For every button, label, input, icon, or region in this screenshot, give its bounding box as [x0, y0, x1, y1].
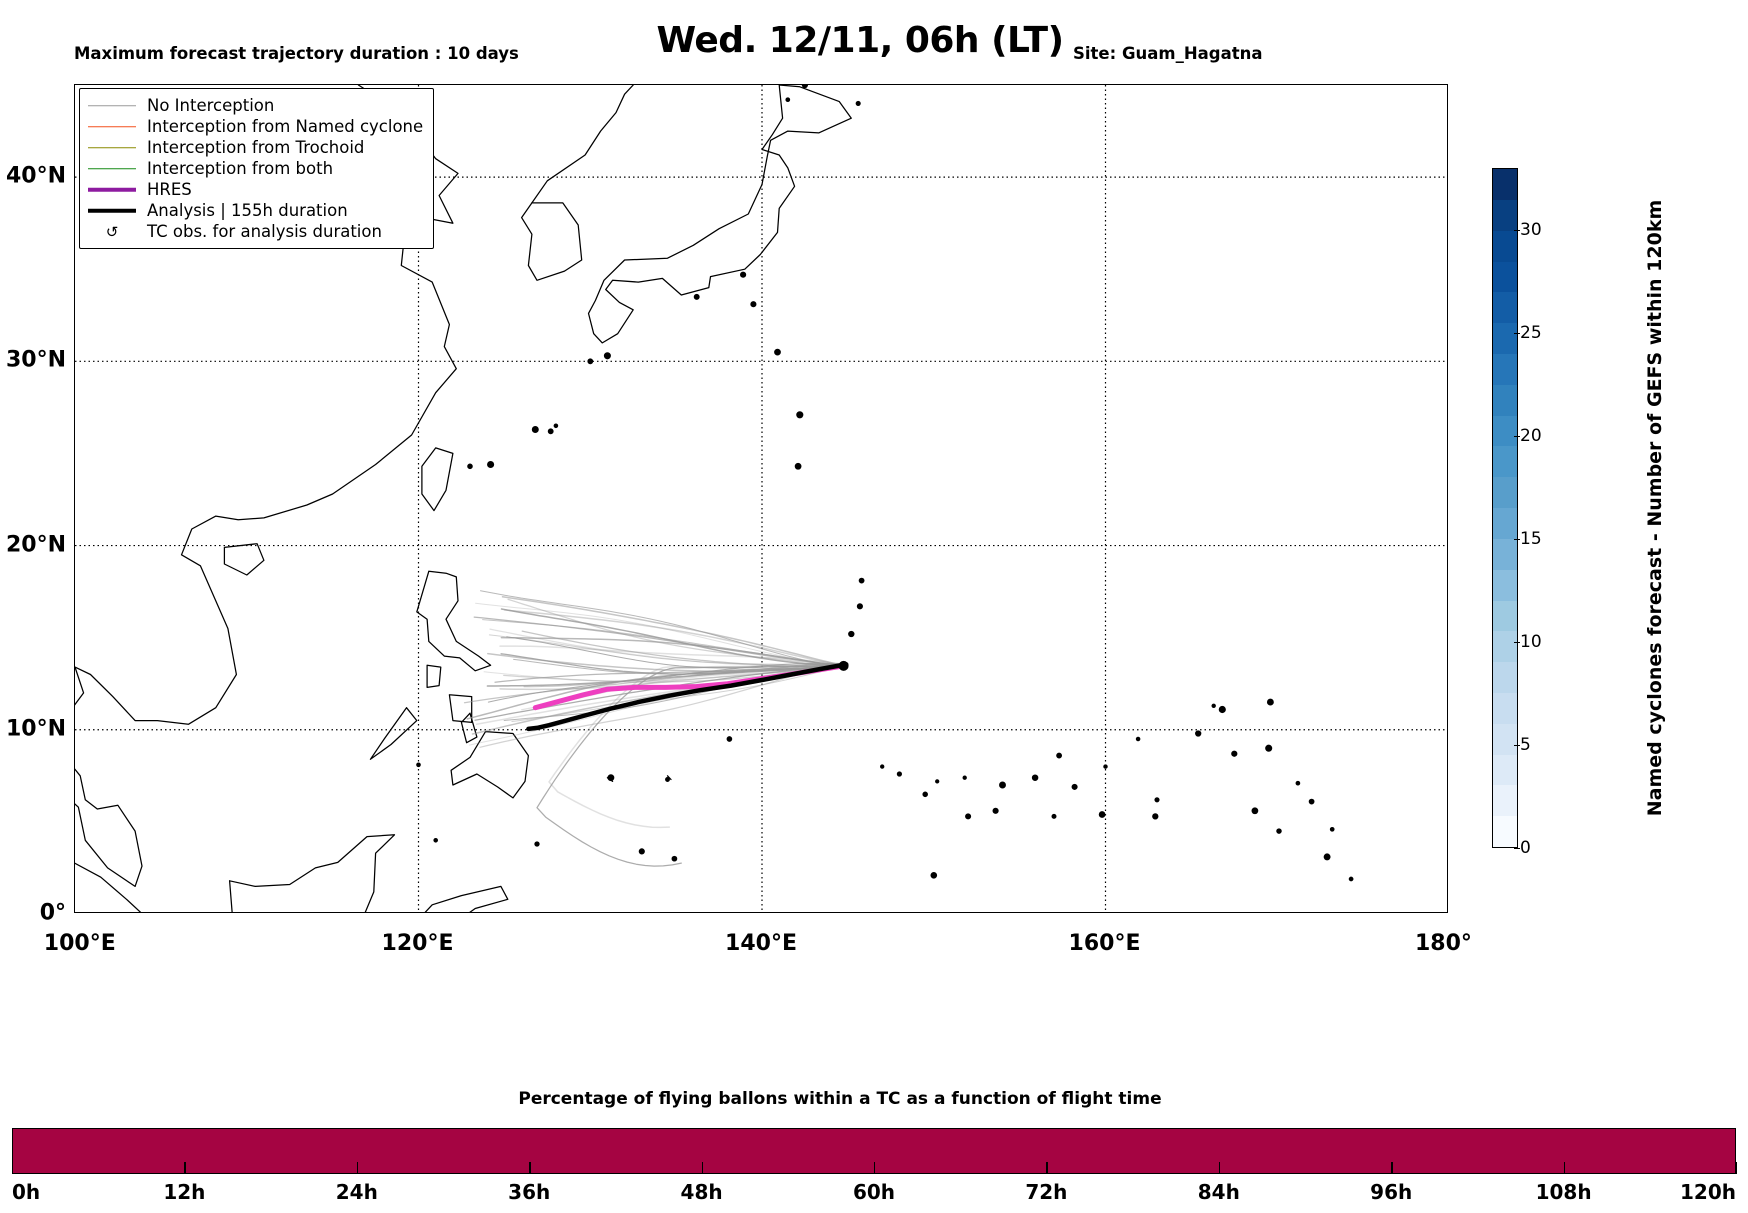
colorbar-cell-10	[1493, 508, 1517, 539]
colorbar-cell-3	[1493, 724, 1517, 755]
legend-label: Analysis | 155h duration	[147, 202, 348, 220]
colorbar-cell-0	[1493, 816, 1517, 847]
legend-swatch-line-icon	[88, 99, 136, 113]
lat-tick-20: 20°N	[0, 532, 66, 557]
lat-tick-40: 40°N	[0, 164, 66, 189]
colorbar-cell-17	[1493, 292, 1517, 323]
colorbar-wrapper[interactable]: 0 5 10 15 20 25 30	[1492, 168, 1518, 848]
colorbar-cell-13	[1493, 416, 1517, 447]
percentage-bar-title-text: Percentage of flying ballons within a TC…	[518, 1089, 1161, 1109]
header-site: Site: Guam_Hagatna	[1073, 44, 1446, 64]
time-tick-mark-3	[529, 1162, 530, 1174]
legend-label: No Interception	[147, 97, 274, 115]
legend-swatch-line-icon	[88, 162, 136, 176]
colorbar-tick-30: 30	[1520, 220, 1542, 240]
colorbar-cell-18	[1493, 262, 1517, 293]
colorbar-cell-4	[1493, 693, 1517, 724]
legend-swatch-line-icon	[88, 141, 136, 155]
legend-swatch-line-icon	[88, 120, 136, 134]
lon-tick-120: 120°E	[382, 931, 454, 956]
colorbar-tick-10: 10	[1520, 632, 1542, 652]
lon-tick-100: 100°E	[44, 931, 116, 956]
time-tick-12h: 12h	[163, 1180, 205, 1204]
time-tick-120h: 120h	[1680, 1180, 1736, 1204]
colorbar-tick-0: 0	[1520, 838, 1531, 858]
legend-label: TC obs. for analysis duration	[147, 223, 382, 241]
time-tick-mark-9	[1564, 1162, 1565, 1174]
percentage-bar-title: Percentage of flying ballons within a TC…	[0, 1089, 1748, 1109]
time-tick-36h: 36h	[508, 1180, 550, 1204]
time-tick-84h: 84h	[1198, 1180, 1240, 1204]
colorbar-cell-2	[1493, 755, 1517, 786]
time-tick-mark-4	[702, 1162, 703, 1174]
lat-tick-10: 10°N	[0, 716, 66, 741]
legend-label: HRES	[147, 181, 192, 199]
time-tick-mark-8	[1391, 1162, 1392, 1174]
colorbar-cell-9	[1493, 539, 1517, 570]
colorbar-cell-16	[1493, 323, 1517, 354]
page-title-text: Wed. 12/11, 06h (LT)	[656, 20, 1063, 61]
trajectories-no-interception	[465, 591, 844, 866]
lat-tick-0: 0°	[0, 901, 66, 926]
time-tick-mark-1	[184, 1162, 185, 1174]
legend-item-3[interactable]: Interception from both	[88, 158, 423, 179]
colorbar-title: Named cyclones forecast - Number of GEFS…	[1640, 168, 1670, 848]
time-tick-mark-7	[1219, 1162, 1220, 1174]
colorbar-cell-19	[1493, 231, 1517, 262]
legend-swatch-line-icon	[88, 204, 136, 218]
time-tick-108h: 108h	[1536, 1180, 1592, 1204]
lon-tick-140: 140°E	[725, 931, 797, 956]
colorbar-tick-15: 15	[1520, 529, 1542, 549]
colorbar-cell-6	[1493, 631, 1517, 662]
legend-label: Interception from Trochoid	[147, 139, 364, 157]
colorbar-cell-12	[1493, 446, 1517, 477]
legend-item-6[interactable]: ↺ TC obs. for analysis duration	[88, 221, 423, 242]
colorbar-tick-25: 25	[1520, 323, 1542, 343]
time-tick-72h: 72h	[1025, 1180, 1067, 1204]
time-tick-mark-10	[1736, 1162, 1737, 1174]
time-tick-24h: 24h	[336, 1180, 378, 1204]
time-tick-mark-6	[1046, 1162, 1047, 1174]
legend-item-2[interactable]: Interception from Trochoid	[88, 137, 423, 158]
colorbar-cell-11	[1493, 477, 1517, 508]
colorbar-cell-5	[1493, 662, 1517, 693]
legend-item-5[interactable]: Analysis | 155h duration	[88, 200, 423, 221]
lon-tick-160: 160°E	[1069, 931, 1141, 956]
legend-swatch-line-icon	[88, 183, 136, 197]
legend-label: Interception from both	[147, 160, 333, 178]
colorbar-cell-14	[1493, 385, 1517, 416]
colorbar-tick-20: 20	[1520, 426, 1542, 446]
lat-tick-30: 30°N	[0, 348, 66, 373]
launch-site-marker	[839, 661, 849, 671]
time-tick-mark-0	[12, 1162, 13, 1174]
colorbar-tick-5: 5	[1520, 735, 1531, 755]
time-tick-mark-5	[874, 1162, 875, 1174]
time-tick-0h: 0h	[12, 1180, 40, 1204]
time-tick-48h: 48h	[681, 1180, 723, 1204]
page-title: Wed. 12/11, 06h (LT)	[0, 20, 1748, 61]
colorbar-cell-7	[1493, 601, 1517, 632]
lon-tick-180: 180°	[1415, 931, 1472, 956]
colorbar-cell-21	[1493, 169, 1517, 200]
colorbar-cell-15	[1493, 354, 1517, 385]
colorbar-cell-20	[1493, 200, 1517, 231]
colorbar-cell-1	[1493, 785, 1517, 816]
colorbar-cell-8	[1493, 570, 1517, 601]
legend-label: Interception from Named cyclone	[147, 118, 423, 136]
colorbar-title-text: Named cyclones forecast - Number of GEFS…	[1644, 200, 1666, 817]
time-tick-mark-2	[357, 1162, 358, 1174]
legend-item-0[interactable]: No Interception	[88, 95, 423, 116]
legend-item-1[interactable]: Interception from Named cyclone	[88, 116, 423, 137]
cyclone-icon: ↺	[88, 225, 136, 239]
legend-item-4[interactable]: HRES	[88, 179, 423, 200]
time-tick-60h: 60h	[853, 1180, 895, 1204]
map-legend[interactable]: No Interception Interception from Named c…	[79, 88, 434, 249]
time-tick-96h: 96h	[1370, 1180, 1412, 1204]
